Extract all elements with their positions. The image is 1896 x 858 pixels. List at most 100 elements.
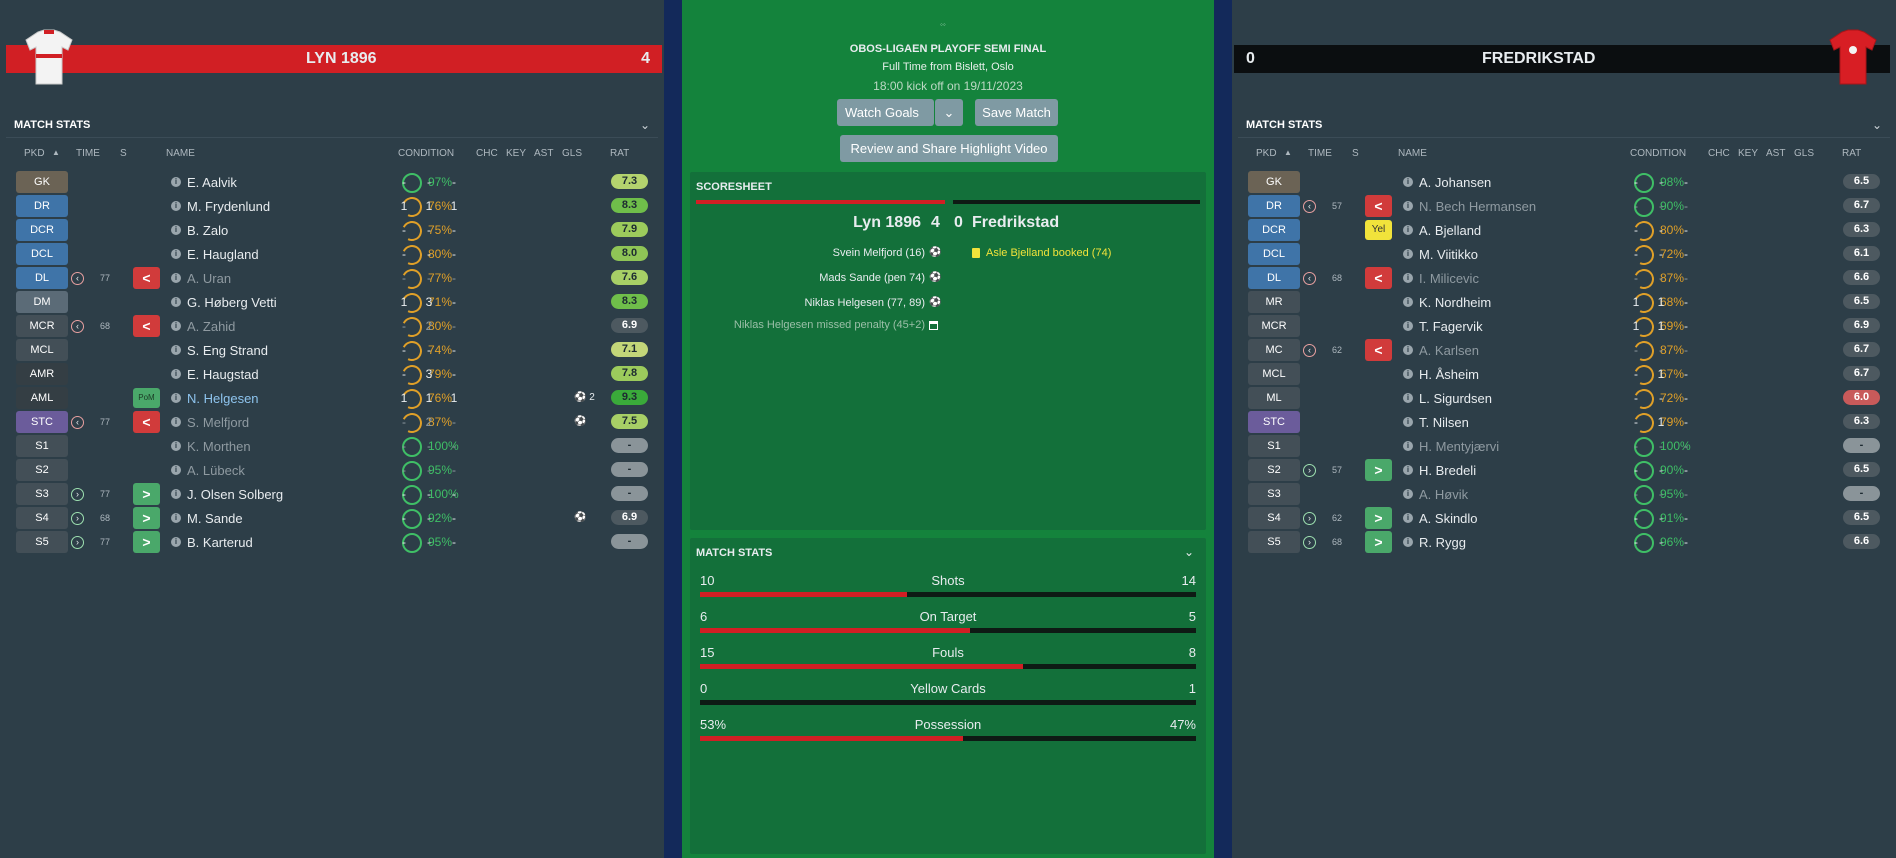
player-row[interactable]: MCR i T. Fagervik 69% 1 1-6.9 <box>1246 313 1884 340</box>
info-icon[interactable]: i <box>171 441 181 451</box>
player-name[interactable]: E. Aalvik <box>187 175 237 190</box>
column-header-name[interactable]: NAME <box>166 148 195 159</box>
player-name[interactable]: A. Johansen <box>1419 175 1492 190</box>
player-row[interactable]: DM i G. Høberg Vetti 71% 1 3 - 8.3 <box>14 289 652 316</box>
player-row[interactable]: MCL i S. Eng Strand 74% - - -7.1 <box>14 337 652 364</box>
column-header-gls[interactable]: GLS <box>1794 148 1815 159</box>
info-icon[interactable]: i <box>171 513 181 523</box>
info-icon[interactable]: i <box>171 537 181 547</box>
info-icon[interactable]: i <box>1403 201 1413 211</box>
player-row[interactable]: DCL i E. Haugland 80% - - -8.0 <box>14 241 652 268</box>
player-row[interactable]: DCR i B. Zalo 75% - - -7.9 <box>14 217 652 244</box>
player-name[interactable]: N. Bech Hermansen <box>1419 199 1537 214</box>
player-name[interactable]: A. Høvik <box>1419 487 1469 502</box>
info-icon[interactable]: i <box>1403 465 1413 475</box>
player-row[interactable]: DCR Yel i A. Bjelland 80% - - -6.3 <box>1246 217 1884 244</box>
info-icon[interactable]: i <box>171 345 181 355</box>
info-icon[interactable]: i <box>171 201 181 211</box>
player-name[interactable]: A. Uran <box>187 271 232 286</box>
player-name[interactable]: A. Bjelland <box>1419 223 1482 238</box>
info-icon[interactable]: i <box>171 321 181 331</box>
player-name[interactable]: B. Karterud <box>187 535 253 550</box>
away-match-stats-header[interactable]: MATCH STATS ⌄ <box>1238 114 1890 138</box>
info-icon[interactable]: i <box>1403 489 1413 499</box>
watch-goals-dropdown[interactable]: ⌄ <box>935 99 963 126</box>
player-name[interactable]: K. Morthen <box>187 439 251 454</box>
player-name[interactable]: K. Nordheim <box>1419 295 1492 310</box>
player-name[interactable]: B. Zalo <box>187 223 229 238</box>
player-row[interactable]: DCL i M. Viitikko 72% - - -6.1 <box>1246 241 1884 268</box>
player-row[interactable]: ML i L. Sigurdsen 72% - - -6.0 <box>1246 385 1884 412</box>
player-row[interactable]: DL ‹ 77 < i A. Uran 77% - - -7.6 <box>14 265 652 292</box>
column-header-chc[interactable]: CHC <box>1708 148 1730 159</box>
player-name[interactable]: H. Åsheim <box>1419 367 1479 382</box>
column-header-ast[interactable]: AST <box>534 148 554 159</box>
player-row[interactable]: S3 › 77 > i J. Olsen Solberg 100% - - - - <box>14 481 652 507</box>
player-name[interactable]: A. Zahid <box>187 319 236 334</box>
info-icon[interactable]: i <box>1403 297 1413 307</box>
info-icon[interactable]: i <box>1403 369 1413 379</box>
info-icon[interactable]: i <box>171 177 181 187</box>
info-icon[interactable]: i <box>171 249 181 259</box>
player-row[interactable]: S1 i H. Mentyjærvi 100% - - - - <box>1246 433 1884 459</box>
player-row[interactable]: S4 › 62 > i A. Skindlo 91% - - -6.5 <box>1246 505 1884 531</box>
info-icon[interactable]: i <box>1403 513 1413 523</box>
info-icon[interactable]: i <box>171 393 181 403</box>
column-header-pkd[interactable]: PKD <box>1256 148 1277 159</box>
column-header-condition[interactable]: CONDITION <box>398 148 455 159</box>
player-row[interactable]: GK i A. Johansen 98% - - -6.5 <box>1246 169 1884 195</box>
chevron-down-icon[interactable]: ⌄ <box>1183 545 1194 559</box>
player-name[interactable]: M. Sande <box>187 511 243 526</box>
info-icon[interactable]: i <box>171 273 181 283</box>
player-name[interactable]: L. Sigurdsen <box>1419 391 1492 406</box>
player-row[interactable]: DL ‹ 68 < i I. Milicevic 87% - - -6.6 <box>1246 265 1884 292</box>
info-icon[interactable]: i <box>1403 537 1413 547</box>
player-row[interactable]: STC i T. Nilsen 79% -1-6.3 <box>1246 409 1884 436</box>
player-row[interactable]: MR i K. Nordheim 68% 1 1-6.5 <box>1246 289 1884 316</box>
column-header-rat[interactable]: RAT <box>610 148 630 159</box>
player-name[interactable]: M. Viitikko <box>1419 247 1478 262</box>
player-row[interactable]: MC ‹ 62 < i A. Karlsen 87% - - -6.7 <box>1246 337 1884 364</box>
player-row[interactable]: DR i M. Frydenlund 76% 1 1 1 8.3 <box>14 193 652 220</box>
player-name[interactable]: I. Milicevic <box>1419 271 1479 286</box>
player-row[interactable]: DR ‹ 57 < i N. Bech Hermansen 90% - - -6.7 <box>1246 193 1884 219</box>
player-name[interactable]: H. Mentyjærvi <box>1419 439 1500 454</box>
info-icon[interactable]: i <box>1403 417 1413 427</box>
info-icon[interactable]: i <box>1403 393 1413 403</box>
column-header-time[interactable]: TIME <box>76 148 100 159</box>
player-name[interactable]: T. Nilsen <box>1419 415 1469 430</box>
column-header-key[interactable]: KEY <box>506 148 527 159</box>
column-header-key[interactable]: KEY <box>1738 148 1759 159</box>
player-name[interactable]: E. Haugland <box>187 247 259 262</box>
player-name[interactable]: E. Haugstad <box>187 367 259 382</box>
player-name[interactable]: S. Eng Strand <box>187 343 268 358</box>
player-name[interactable]: H. Bredeli <box>1419 463 1477 478</box>
column-header-chc[interactable]: CHC <box>476 148 498 159</box>
player-row[interactable]: S3 i A. Høvik 95% - - - - <box>1246 481 1884 507</box>
chevron-down-icon[interactable]: ⌄ <box>1872 118 1883 132</box>
info-icon[interactable]: i <box>171 417 181 427</box>
review-highlight-button[interactable]: Review and Share Highlight Video <box>840 135 1058 162</box>
watch-goals-button[interactable]: Watch Goals <box>837 99 934 126</box>
player-row[interactable]: MCR ‹ 68 < i A. Zahid 80% -2-6.9 <box>14 313 652 340</box>
player-name[interactable]: N. Helgesen <box>187 391 259 406</box>
save-match-button[interactable]: Save Match <box>975 99 1058 126</box>
player-name[interactable]: R. Rygg <box>1419 535 1466 550</box>
info-icon[interactable]: i <box>171 465 181 475</box>
info-icon[interactable]: i <box>171 369 181 379</box>
info-icon[interactable]: i <box>171 225 181 235</box>
player-name[interactable]: T. Fagervik <box>1419 319 1483 334</box>
player-name[interactable]: S. Melfjord <box>187 415 250 430</box>
player-name[interactable]: A. Lübeck <box>187 463 245 478</box>
column-header-time[interactable]: TIME <box>1308 148 1332 159</box>
column-header-gls[interactable]: GLS <box>562 148 583 159</box>
info-icon[interactable]: i <box>171 297 181 307</box>
column-header-name[interactable]: NAME <box>1398 148 1427 159</box>
player-name[interactable]: A. Skindlo <box>1419 511 1478 526</box>
info-icon[interactable]: i <box>1403 345 1413 355</box>
info-icon[interactable]: i <box>1403 441 1413 451</box>
column-header-s[interactable]: S <box>120 148 127 159</box>
player-row[interactable]: AMR i E. Haugstad 79% -3-7.8 <box>14 361 652 388</box>
player-row[interactable]: S5 › 77 > i B. Karterud 95% - - - - <box>14 529 652 555</box>
player-row[interactable]: STC ‹ 77 < i S. Melfjord 87% -2- ⚽ 7.5 <box>14 409 652 436</box>
